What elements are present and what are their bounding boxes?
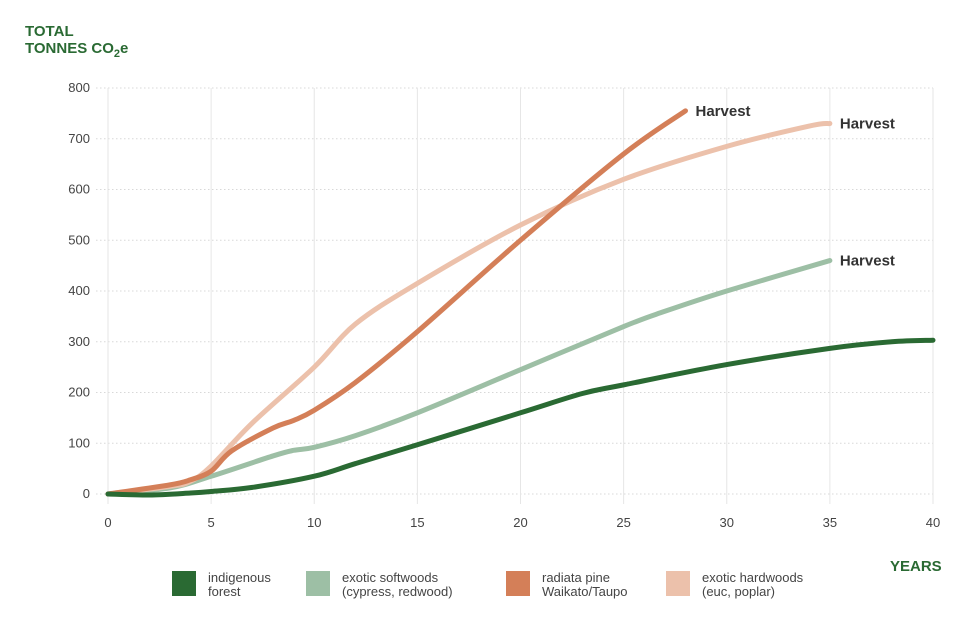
y-tick-label: 200 [68,385,90,400]
legend-item: indigenous forest [172,571,306,599]
legend-swatch [506,571,530,596]
legend: indigenous forest exotic softwoods (cypre… [172,571,826,599]
y-tick-label: 800 [68,80,90,95]
y-tick-label: 100 [68,435,90,450]
series-line-1 [105,258,833,497]
y-axis-title-line2: TONNES CO [25,40,114,57]
harvest-label: Harvest [840,116,895,133]
x-tick-label: 15 [410,515,424,530]
legend-item: exotic softwoods (cypress, redwood) [306,571,506,599]
series-line-2 [105,108,688,497]
y-tick-label: 600 [68,182,90,197]
y-axis-title-subscript: 2 [113,48,121,60]
harvest-label: Harvest [840,253,895,270]
legend-swatch [306,571,330,596]
x-tick-label: 20 [513,515,527,530]
legend-label: exotic softwoods (cypress, redwood) [342,570,453,599]
y-tick-label: 400 [68,283,90,298]
legend-swatch [172,571,196,596]
x-tick-label: 40 [926,515,940,530]
harvest-label: Harvest [696,103,751,120]
legend-label: exotic hardwoods (euc, poplar) [702,570,804,599]
legend-item: exotic hardwoods (euc, poplar) [666,571,826,599]
series-line-0 [105,337,936,498]
x-tick-label: 35 [823,515,837,530]
x-tick-label: 0 [104,515,111,530]
y-tick-label: 700 [68,131,90,146]
x-tick-label: 10 [307,515,321,530]
legend-label: radiata pine Waikato/Taupo [542,570,628,599]
y-axis-title-line1: TOTAL [25,23,74,40]
x-tick-label: 25 [616,515,630,530]
legend-label: indigenous forest [208,570,271,599]
y-tick-label: 0 [83,486,90,501]
y-axis-title-end: e [120,40,129,57]
y-axis-title: TOTAL TONNES CO2e [25,23,128,63]
legend-item: radiata pine Waikato/Taupo [506,571,666,599]
y-tick-label: 500 [68,232,90,247]
x-tick-label: 30 [720,515,734,530]
series-line-3 [105,121,833,497]
legend-swatch [666,571,690,596]
y-tick-label: 300 [68,334,90,349]
x-axis-title: YEARS [890,558,942,575]
x-tick-label: 5 [208,515,215,530]
